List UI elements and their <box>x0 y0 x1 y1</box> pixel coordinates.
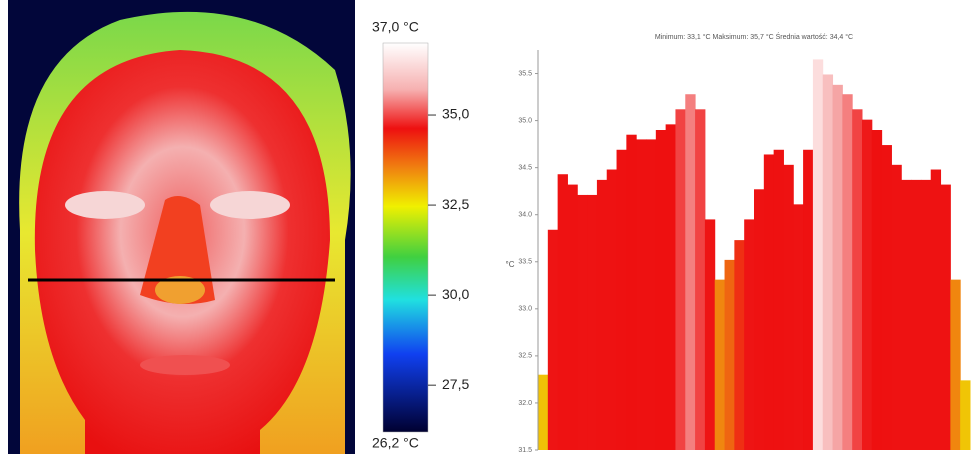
bar <box>754 189 764 450</box>
bar <box>646 139 656 450</box>
bar <box>783 165 793 450</box>
bar <box>705 219 715 450</box>
bar <box>725 260 735 450</box>
bar <box>685 94 695 450</box>
colorbar-tick-label: 27,5 <box>442 376 469 392</box>
bar <box>656 130 666 450</box>
colorbar-max-label: 37,0 °C <box>372 19 419 35</box>
y-tick-label: 32.0 <box>518 400 532 407</box>
bar <box>538 375 548 450</box>
bar <box>744 219 754 450</box>
y-tick-label: 31.5 <box>518 447 532 454</box>
bar <box>715 280 725 450</box>
bar <box>774 150 784 450</box>
bar <box>695 109 705 450</box>
bar <box>842 94 852 450</box>
bar <box>833 85 843 450</box>
bar <box>872 130 882 450</box>
colorbar-tick-label: 32,5 <box>442 196 469 212</box>
bar <box>891 165 901 450</box>
bar <box>813 59 823 450</box>
y-tick-label: 32.5 <box>518 353 532 360</box>
colorbar-tick-label: 35,0 <box>442 106 469 122</box>
bar <box>852 109 862 450</box>
y-tick-label: 33.5 <box>518 259 532 266</box>
bar <box>950 280 960 450</box>
bar <box>931 170 941 450</box>
bar <box>587 195 597 450</box>
colorbar-tick-label: 30,0 <box>442 286 469 302</box>
y-tick-label: 35.5 <box>518 70 532 77</box>
y-tick-label: 34.5 <box>518 164 532 171</box>
bar <box>911 180 921 450</box>
y-tick-label: 33.0 <box>518 306 532 313</box>
bar <box>636 139 646 450</box>
bar <box>577 195 587 450</box>
bar <box>921 180 931 450</box>
bar <box>862 120 872 450</box>
bar <box>558 174 568 450</box>
bar <box>567 185 577 450</box>
bar <box>803 150 813 450</box>
bar <box>607 170 617 450</box>
colorbar-min-label: 26,2 °C <box>372 435 419 451</box>
bar <box>793 204 803 450</box>
bar <box>960 380 970 450</box>
bar <box>675 109 685 450</box>
bar <box>734 240 744 450</box>
bar <box>548 230 558 450</box>
chart-title: Minimum: 33,1 °C Maksimum: 35,7 °C Średn… <box>655 32 853 41</box>
thermal-image <box>8 0 355 454</box>
bar <box>617 150 627 450</box>
bar <box>882 145 892 450</box>
bar <box>941 185 951 450</box>
bar <box>666 124 676 450</box>
y-axis-label: °C <box>506 260 515 269</box>
bar <box>764 154 774 450</box>
y-tick-label: 34.0 <box>518 212 532 219</box>
screen: 37,0 °C 26,2 °C 35,0 32,5 30,0 27,5 Minimum: 3… <box>0 0 971 454</box>
colorbar <box>383 43 428 432</box>
bar <box>626 135 636 450</box>
bar <box>901 180 911 450</box>
bar <box>597 180 607 450</box>
bar <box>823 74 833 450</box>
y-tick-label: 35.0 <box>518 117 532 124</box>
